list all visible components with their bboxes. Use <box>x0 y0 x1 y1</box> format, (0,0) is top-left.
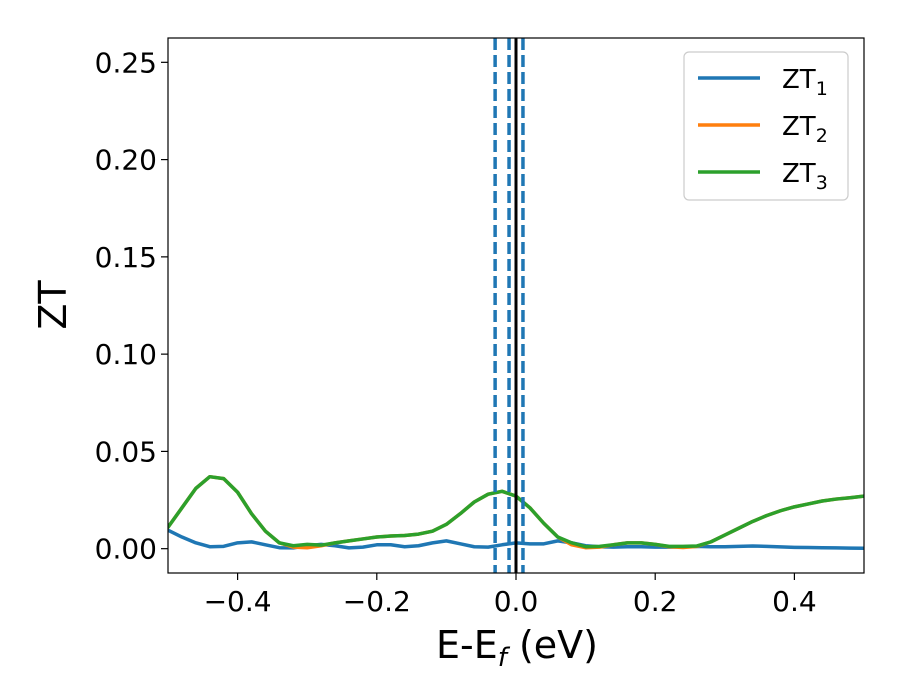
x-tick-label: −0.2 <box>343 585 411 618</box>
legend: ZT1 ZT2 ZT3 <box>683 51 849 201</box>
x-axis-label: E-Ef (eV) <box>436 623 598 673</box>
x-axis-label-main: E-E <box>436 623 498 667</box>
plot-layer <box>168 38 864 573</box>
y-tick-label: 0.25 <box>95 46 157 79</box>
y-axis-label: ZT <box>31 280 75 330</box>
axes-layer: −0.4 −0.2 0.0 0.2 0.4 0.00 0.05 0.10 0.15 0.20 0.2… <box>95 37 865 618</box>
y-tick-label: 0.10 <box>95 338 157 371</box>
y-tick-label: 0.15 <box>95 241 157 274</box>
x-tick-label: −0.4 <box>204 585 272 618</box>
y-tick-label: 0.20 <box>95 144 157 177</box>
legend-label-zt3: ZT3 <box>782 159 828 194</box>
x-axis-label-unit: (eV) <box>507 623 598 667</box>
y-tick-label: 0.05 <box>95 435 157 468</box>
x-tick-label: 0.0 <box>494 585 539 618</box>
legend-label-zt1: ZT1 <box>782 65 828 100</box>
plot-area <box>168 38 864 573</box>
y-tick-label: 0.00 <box>95 533 157 566</box>
legend-label-zt2: ZT2 <box>782 112 828 147</box>
x-tick-label: 0.2 <box>633 585 678 618</box>
x-tick-label: 0.4 <box>772 585 817 618</box>
legend-box <box>683 51 849 201</box>
